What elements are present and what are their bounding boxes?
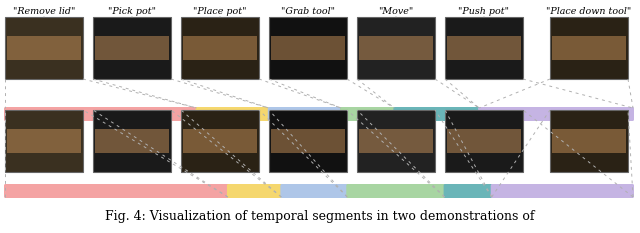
Bar — [271, 36, 345, 60]
Text: "Place pot": "Place pot" — [193, 7, 247, 16]
Bar — [447, 129, 521, 153]
Text: Fig. 4: Visualization of temporal segments in two demonstrations of: Fig. 4: Visualization of temporal segmen… — [105, 210, 535, 223]
Bar — [550, 110, 628, 172]
Bar — [359, 36, 433, 60]
Bar — [550, 17, 628, 79]
Bar — [357, 110, 435, 172]
Bar — [445, 185, 492, 197]
FancyBboxPatch shape — [478, 107, 634, 121]
Bar — [183, 129, 257, 153]
Bar — [552, 129, 626, 153]
Bar — [271, 129, 345, 153]
FancyBboxPatch shape — [4, 184, 229, 198]
Bar — [552, 36, 626, 60]
Bar — [7, 129, 81, 153]
FancyBboxPatch shape — [227, 184, 282, 198]
Bar — [357, 17, 435, 79]
Text: "Grab tool": "Grab tool" — [281, 7, 335, 16]
Bar — [269, 108, 341, 120]
Bar — [5, 108, 196, 120]
Text: "Pick pot": "Pick pot" — [108, 7, 156, 16]
Text: "Place down tool": "Place down tool" — [547, 7, 632, 16]
Bar — [181, 110, 259, 172]
Bar — [196, 108, 269, 120]
Bar — [341, 108, 394, 120]
Bar — [445, 110, 523, 172]
Bar — [5, 17, 83, 79]
Bar — [5, 185, 228, 197]
Bar — [492, 185, 633, 197]
FancyBboxPatch shape — [268, 107, 342, 121]
Bar — [479, 108, 633, 120]
Bar — [93, 110, 171, 172]
Bar — [359, 129, 433, 153]
Bar — [93, 17, 171, 79]
Bar — [95, 129, 169, 153]
FancyBboxPatch shape — [491, 184, 634, 198]
Text: "Push pot": "Push pot" — [458, 7, 509, 16]
Text: "Move": "Move" — [378, 7, 413, 16]
Bar — [348, 185, 445, 197]
Bar — [269, 17, 347, 79]
Bar — [7, 36, 81, 60]
Bar — [447, 36, 521, 60]
Bar — [181, 17, 259, 79]
FancyBboxPatch shape — [4, 107, 198, 121]
Text: "Remove lid": "Remove lid" — [13, 7, 75, 16]
Bar — [445, 17, 523, 79]
Bar — [269, 110, 347, 172]
FancyBboxPatch shape — [444, 184, 493, 198]
FancyBboxPatch shape — [394, 107, 480, 121]
FancyBboxPatch shape — [346, 184, 445, 198]
FancyBboxPatch shape — [340, 107, 396, 121]
FancyBboxPatch shape — [196, 107, 270, 121]
Bar — [394, 108, 479, 120]
Bar — [282, 185, 348, 197]
Bar — [183, 36, 257, 60]
Bar — [228, 185, 282, 197]
Bar — [95, 36, 169, 60]
Bar — [5, 110, 83, 172]
FancyBboxPatch shape — [280, 184, 348, 198]
